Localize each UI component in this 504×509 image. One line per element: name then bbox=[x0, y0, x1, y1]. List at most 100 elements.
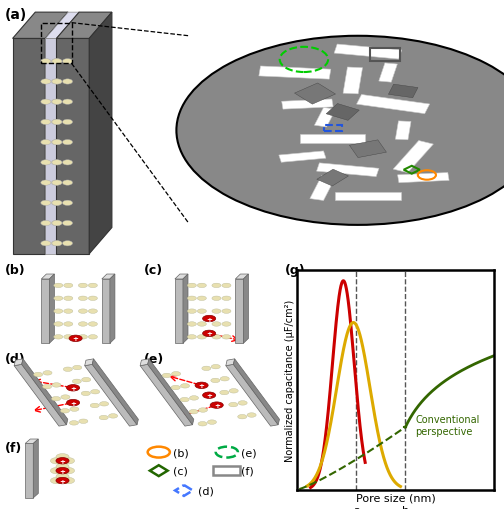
Polygon shape bbox=[235, 279, 243, 344]
Polygon shape bbox=[243, 274, 248, 344]
Polygon shape bbox=[226, 364, 278, 426]
Circle shape bbox=[162, 374, 171, 378]
Polygon shape bbox=[13, 39, 45, 254]
Polygon shape bbox=[148, 359, 194, 425]
Polygon shape bbox=[226, 359, 235, 366]
Circle shape bbox=[62, 100, 73, 105]
Circle shape bbox=[52, 181, 62, 186]
Circle shape bbox=[82, 378, 91, 382]
Polygon shape bbox=[379, 64, 397, 83]
Polygon shape bbox=[356, 95, 430, 115]
Polygon shape bbox=[235, 274, 248, 279]
Circle shape bbox=[41, 201, 51, 206]
Text: (f): (f) bbox=[5, 441, 22, 454]
Polygon shape bbox=[45, 13, 79, 39]
Circle shape bbox=[54, 335, 63, 340]
Circle shape bbox=[202, 366, 211, 371]
Circle shape bbox=[212, 309, 221, 314]
Polygon shape bbox=[343, 68, 362, 95]
Circle shape bbox=[62, 201, 73, 206]
Polygon shape bbox=[33, 439, 38, 498]
Polygon shape bbox=[393, 142, 433, 173]
Polygon shape bbox=[56, 13, 79, 254]
Circle shape bbox=[203, 316, 216, 322]
Circle shape bbox=[51, 397, 60, 401]
Text: +: + bbox=[59, 458, 66, 464]
Circle shape bbox=[88, 309, 97, 314]
Circle shape bbox=[72, 379, 81, 384]
Circle shape bbox=[187, 322, 197, 327]
Polygon shape bbox=[85, 364, 137, 426]
Polygon shape bbox=[41, 274, 54, 279]
Circle shape bbox=[61, 477, 75, 484]
Circle shape bbox=[50, 458, 64, 464]
Circle shape bbox=[197, 322, 207, 327]
Circle shape bbox=[220, 377, 229, 381]
Polygon shape bbox=[13, 13, 68, 39]
Text: +: + bbox=[206, 392, 212, 399]
Polygon shape bbox=[41, 279, 49, 344]
Polygon shape bbox=[233, 359, 280, 425]
Text: +: + bbox=[70, 385, 76, 391]
Circle shape bbox=[50, 468, 64, 474]
Text: (b): (b) bbox=[5, 263, 26, 276]
Circle shape bbox=[247, 413, 256, 417]
Circle shape bbox=[52, 120, 62, 125]
Circle shape bbox=[41, 100, 51, 105]
Circle shape bbox=[52, 221, 62, 226]
Polygon shape bbox=[49, 274, 54, 344]
Circle shape bbox=[238, 415, 247, 419]
Polygon shape bbox=[14, 359, 23, 366]
Polygon shape bbox=[102, 274, 115, 279]
Text: +: + bbox=[199, 383, 205, 388]
Circle shape bbox=[197, 309, 207, 314]
Circle shape bbox=[210, 402, 223, 409]
Circle shape bbox=[56, 468, 69, 474]
Polygon shape bbox=[175, 274, 188, 279]
Circle shape bbox=[34, 373, 43, 377]
Polygon shape bbox=[45, 13, 68, 254]
Polygon shape bbox=[89, 13, 112, 254]
Polygon shape bbox=[317, 170, 348, 187]
Circle shape bbox=[203, 330, 216, 337]
Circle shape bbox=[78, 322, 87, 327]
Circle shape bbox=[220, 390, 229, 395]
Text: (c): (c) bbox=[173, 466, 188, 476]
Polygon shape bbox=[25, 443, 33, 498]
Polygon shape bbox=[314, 108, 336, 128]
Circle shape bbox=[78, 309, 87, 314]
Circle shape bbox=[171, 372, 180, 376]
Circle shape bbox=[41, 60, 51, 65]
Circle shape bbox=[222, 322, 231, 327]
Circle shape bbox=[62, 160, 73, 165]
Polygon shape bbox=[334, 45, 402, 60]
Circle shape bbox=[51, 160, 61, 165]
Circle shape bbox=[180, 384, 190, 388]
Circle shape bbox=[52, 140, 62, 146]
Y-axis label: Normalized capacitance (μF/cm²): Normalized capacitance (μF/cm²) bbox=[285, 299, 294, 461]
Circle shape bbox=[56, 464, 69, 470]
Circle shape bbox=[52, 80, 62, 85]
Circle shape bbox=[64, 296, 73, 301]
Circle shape bbox=[100, 402, 109, 406]
Text: +: + bbox=[214, 402, 220, 408]
Circle shape bbox=[64, 309, 73, 314]
Circle shape bbox=[62, 241, 73, 246]
Circle shape bbox=[54, 309, 63, 314]
Polygon shape bbox=[140, 364, 193, 426]
Polygon shape bbox=[349, 140, 387, 158]
Circle shape bbox=[56, 454, 69, 460]
Circle shape bbox=[64, 335, 73, 340]
Circle shape bbox=[61, 395, 70, 400]
Circle shape bbox=[195, 382, 208, 389]
Circle shape bbox=[90, 404, 99, 408]
Circle shape bbox=[211, 365, 220, 369]
Circle shape bbox=[62, 181, 73, 186]
Polygon shape bbox=[389, 85, 418, 99]
Polygon shape bbox=[102, 279, 110, 344]
Polygon shape bbox=[92, 359, 139, 425]
Circle shape bbox=[41, 120, 51, 125]
Circle shape bbox=[51, 80, 61, 85]
Circle shape bbox=[51, 181, 61, 186]
Circle shape bbox=[51, 120, 61, 125]
